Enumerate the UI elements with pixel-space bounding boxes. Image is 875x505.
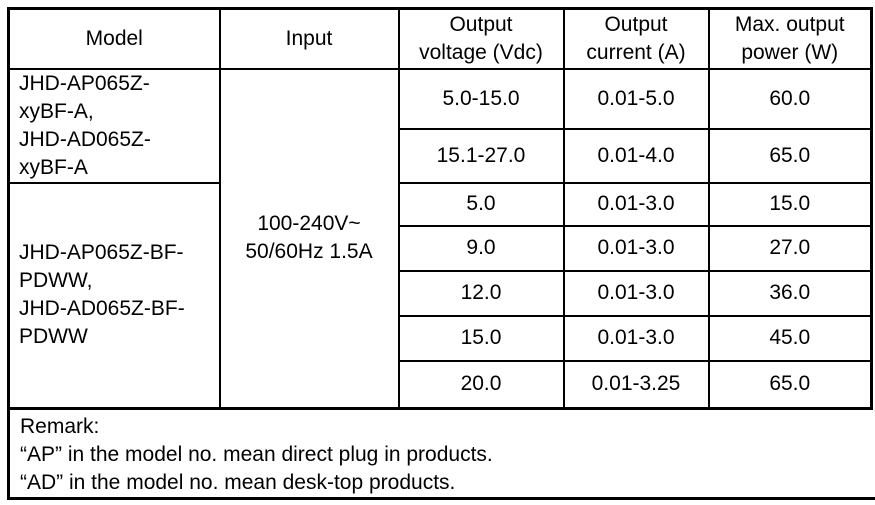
spec-table: Model Input Output voltage (Vdc) Output … bbox=[7, 7, 873, 410]
output-voltage-cell: 20.0 bbox=[397, 359, 565, 410]
output-voltage-cell: 9.0 bbox=[397, 224, 565, 272]
table-row: 15.1-27.0 0.01-4.0 65.0 bbox=[9, 128, 873, 184]
output-current-cell: 0.01-3.25 bbox=[562, 359, 710, 410]
output-current-cell: 0.01-3.0 bbox=[562, 181, 710, 227]
header-output-current: Output current (A) bbox=[562, 7, 710, 70]
table-row: JHD-AP065Z- xyBF-A, JHD-AD065Z- xyBF-A 1… bbox=[7, 67, 873, 410]
remark-title: Remark: bbox=[20, 415, 100, 438]
header-model: Model bbox=[7, 7, 221, 70]
max-output-power-cell: 60.0 bbox=[707, 67, 873, 131]
max-output-power-cell: 15.0 bbox=[707, 181, 873, 227]
header-max-output-power: Max. output power (W) bbox=[707, 7, 873, 70]
output-voltage-cell: 5.0-15.0 bbox=[397, 67, 565, 131]
output-current-cell: 0.01-3.0 bbox=[562, 269, 710, 317]
model-cell-group-2: JHD-AP065Z-BF- PDWW, JHD-AD065Z-BF- PDWW bbox=[7, 181, 221, 410]
model-cell-group-1: JHD-AP065Z- xyBF-A, JHD-AD065Z- xyBF-A bbox=[7, 67, 221, 184]
max-output-power-cell: 65.0 bbox=[707, 128, 873, 184]
output-voltage-cell: 5.0 bbox=[397, 181, 565, 227]
output-voltage-cell: 15.1-27.0 bbox=[397, 128, 565, 184]
table-row: 15.0 0.01-3.0 45.0 bbox=[9, 314, 873, 362]
output-voltage-cell: 12.0 bbox=[397, 269, 565, 317]
header-output-voltage: Output voltage (Vdc) bbox=[397, 7, 565, 70]
max-output-power-cell: 27.0 bbox=[707, 224, 873, 272]
output-current-cell: 0.01-5.0 bbox=[562, 67, 710, 131]
max-output-power-cell: 65.0 bbox=[707, 359, 873, 410]
max-output-power-cell: 36.0 bbox=[707, 269, 873, 317]
output-current-cell: 0.01-4.0 bbox=[562, 128, 710, 184]
input-cell: 100-240V~ 50/60Hz 1.5A bbox=[218, 67, 400, 410]
output-voltage-cell: 15.0 bbox=[397, 314, 565, 362]
remark-box: Remark: “AP” in the model no. mean direc… bbox=[7, 410, 875, 500]
output-current-cell: 0.01-3.0 bbox=[562, 224, 710, 272]
header-input: Input bbox=[218, 7, 400, 70]
max-output-power-cell: 45.0 bbox=[707, 314, 873, 362]
table-row: 20.0 0.01-3.25 65.0 bbox=[9, 359, 873, 410]
remark-line: “AD” in the model no. mean desk-top prod… bbox=[20, 471, 456, 494]
table-row: JHD-AP065Z-BF- PDWW, JHD-AD065Z-BF- PDWW… bbox=[7, 181, 873, 410]
table-row: 9.0 0.01-3.0 27.0 bbox=[9, 224, 873, 272]
header-row: Model Input Output voltage (Vdc) Output … bbox=[7, 7, 873, 70]
output-current-cell: 0.01-3.0 bbox=[562, 314, 710, 362]
remark-line: “AP” in the model no. mean direct plug i… bbox=[20, 443, 493, 466]
table-row: 12.0 0.01-3.0 36.0 bbox=[9, 269, 873, 317]
